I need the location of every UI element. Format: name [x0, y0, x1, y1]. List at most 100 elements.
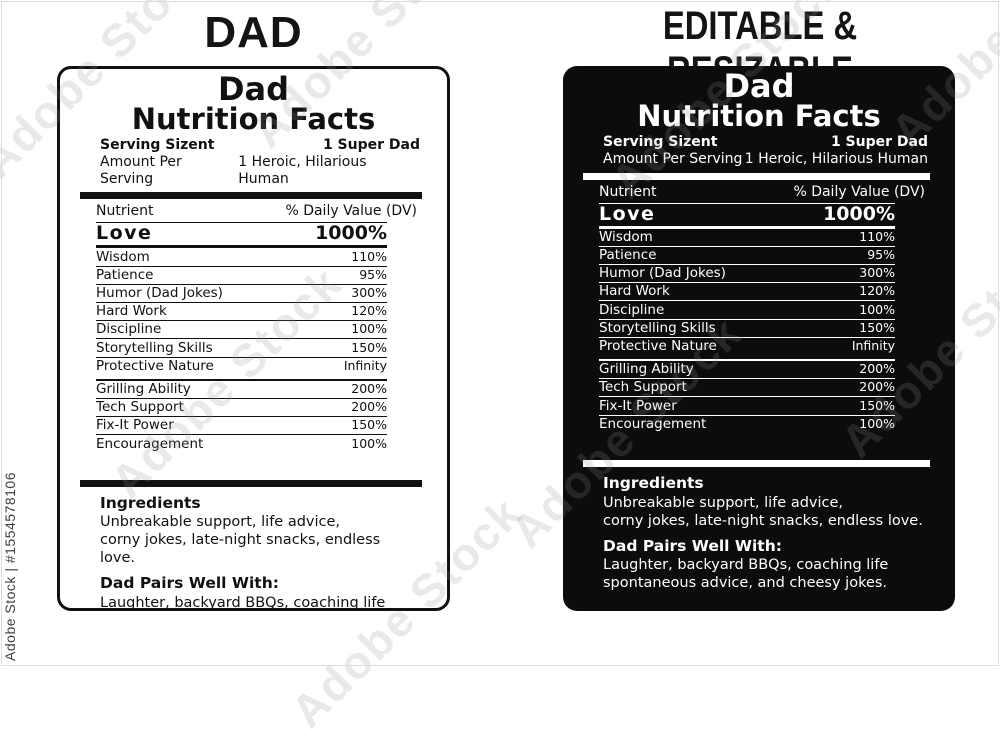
nutrient-value: 100%: [351, 435, 387, 451]
thick-divider: [80, 479, 422, 487]
pairs-line: spontaneous advice, and cheesy jokes.: [603, 575, 888, 592]
nutrient-row: Tech Support 200%: [599, 379, 895, 398]
serving-size-value: 1 Super Dad: [322, 137, 420, 153]
nutrient-table: Nutrient % Daily Value (DV) Love 1000% W…: [599, 180, 925, 433]
nutrient-name: Storytelling Skills: [599, 319, 716, 336]
nutrition-label-light: Dad Nutrition Facts Serving Sizent 1 Sup…: [57, 66, 450, 611]
nutrient-name: Hard Work: [96, 303, 167, 320]
nutrient-name: Humor (Dad Jokes): [96, 285, 223, 302]
nutrient-row: Protective Nature Infinity: [599, 338, 895, 361]
nutrient-value: 200%: [351, 399, 387, 415]
nutrient-value: Infinity: [851, 338, 895, 354]
nutrient-row: Hard Work 120%: [96, 303, 387, 322]
nutrient-name: Fix-It Power: [599, 397, 677, 414]
ingredients-line: Unbreakable support, life advice,: [603, 494, 844, 511]
nutrient-row: Humor (Dad Jokes) 300%: [599, 265, 895, 284]
nutrient-row: Discipline 100%: [96, 321, 387, 340]
ingredients-line: Unbreakable support, life advice,: [100, 514, 341, 531]
nutrient-value: 150%: [351, 339, 387, 355]
ingredients-block: Ingredients Unbreakable support, life ad…: [603, 473, 927, 594]
label-title-line1: Dad: [723, 67, 795, 105]
nutrient-value: 95%: [359, 266, 387, 282]
nutrient-name: Love: [599, 202, 656, 225]
nutrient-table: Nutrient % Daily Value (DV) Love 1000% W…: [96, 199, 417, 452]
thick-divider: [80, 192, 422, 200]
nutrient-value: 150%: [351, 417, 387, 433]
label-title-line2: Nutrition Facts: [637, 99, 881, 133]
nutrient-name: Love: [96, 222, 153, 245]
label-title-line2: Nutrition Facts: [131, 102, 376, 136]
nutrient-value: 95%: [867, 247, 895, 262]
nutrient-row: Encouragement 100%: [96, 435, 387, 452]
label-title: Dad Nutrition Facts: [563, 70, 955, 131]
nutrient-column-header: Nutrient: [599, 183, 657, 200]
nutrient-name: Tech Support: [96, 399, 184, 416]
label-title-line1: Dad: [217, 70, 290, 108]
nutrient-value: 110%: [859, 228, 895, 244]
ingredients-title: Ingredients: [603, 473, 704, 492]
nutrient-row: Discipline 100%: [599, 301, 895, 320]
stock-credit-text: Adobe Stock | #1554578106: [2, 472, 18, 661]
table-header-row: Nutrient % Daily Value (DV): [96, 199, 417, 224]
pairs-title: Dad Pairs Well With:: [100, 574, 279, 593]
pairs-line: Laughter, backyard BBQs, coaching life: [603, 557, 889, 574]
serving-size-label: Serving Sizent: [603, 134, 718, 150]
nutrient-value: 1000%: [823, 202, 895, 225]
daily-value-column-header: % Daily Value (DV): [285, 203, 417, 220]
nutrient-name: Protective Nature: [96, 357, 214, 374]
nutrient-value: 120%: [351, 303, 387, 319]
ingredients-line: corny jokes, late-night snacks, endless …: [100, 532, 381, 567]
nutrient-row: Patience 95%: [599, 247, 895, 266]
nutrient-name: Humor (Dad Jokes): [599, 265, 726, 282]
nutrient-name: Discipline: [599, 301, 665, 318]
nutrient-row: Hard Work 120%: [599, 283, 895, 302]
nutrient-row: Grilling Ability 200%: [96, 381, 387, 399]
nutrient-row: Tech Support 200%: [96, 399, 387, 418]
nutrient-value: 1000%: [315, 222, 387, 245]
nutrition-label-dark: Dad Nutrition Facts Serving Sizent 1 Sup…: [563, 66, 955, 611]
nutrient-row: Encouragement 100%: [599, 416, 895, 433]
nutrient-row: Storytelling Skills 150%: [599, 320, 895, 338]
nutrient-name: Protective Nature: [599, 338, 717, 355]
nutrient-value: 200%: [859, 379, 895, 395]
nutrient-value: Infinity: [343, 357, 387, 373]
nutrient-row: Storytelling Skills 150%: [96, 339, 387, 358]
nutrient-name: Encouragement: [599, 415, 707, 432]
nutrient-column-header: Nutrient: [96, 203, 154, 220]
nutrient-name: Wisdom: [96, 248, 150, 265]
nutrient-value: 300%: [859, 265, 895, 281]
ingredients-title: Ingredients: [100, 493, 201, 512]
heading-dad: DAD: [204, 8, 303, 57]
nutrient-name: Storytelling Skills: [96, 339, 213, 356]
nutrient-value: 110%: [351, 248, 387, 264]
serving-block: Serving Sizent 1 Super Dad Amount Per Se…: [603, 134, 928, 168]
label-title: Dad Nutrition Facts: [60, 73, 447, 134]
nutrient-value: 100%: [859, 415, 895, 431]
amount-per-serving-label: Amount Per Serving: [100, 153, 182, 187]
nutrient-row: Wisdom 110%: [599, 229, 895, 247]
nutrient-row: Wisdom 110%: [96, 248, 387, 267]
amount-per-serving-value: 1 Heroic, Hilarious Human: [744, 150, 928, 167]
nutrient-name: Fix-It Power: [96, 417, 174, 434]
amount-per-serving-label: Amount Per Serving: [603, 150, 743, 167]
nutrient-row: Protective Nature Infinity: [96, 358, 387, 381]
nutrient-row: Humor (Dad Jokes) 300%: [96, 285, 387, 304]
nutrient-value: 150%: [859, 319, 895, 335]
nutrient-name: Patience: [599, 247, 657, 263]
table-header-row: Nutrient % Daily Value (DV): [599, 180, 925, 204]
thick-divider: [583, 172, 930, 180]
serving-size-value: 1 Super Dad: [830, 134, 928, 150]
nutrient-row-love: Love 1000%: [96, 222, 387, 249]
nutrient-name: Grilling Ability: [96, 380, 191, 397]
nutrient-value: 300%: [351, 285, 387, 301]
nutrient-row: Patience 95%: [96, 267, 387, 285]
nutrient-value: 200%: [859, 361, 895, 377]
nutrient-name: Discipline: [96, 321, 162, 338]
nutrient-name: Tech Support: [599, 379, 687, 396]
nutrient-value: 150%: [859, 397, 895, 413]
nutrient-name: Wisdom: [599, 228, 653, 245]
nutrient-name: Grilling Ability: [599, 361, 694, 378]
daily-value-column-header: % Daily Value (DV): [793, 183, 925, 200]
nutrient-row: Grilling Ability 200%: [599, 361, 895, 380]
nutrient-value: 200%: [351, 380, 387, 396]
